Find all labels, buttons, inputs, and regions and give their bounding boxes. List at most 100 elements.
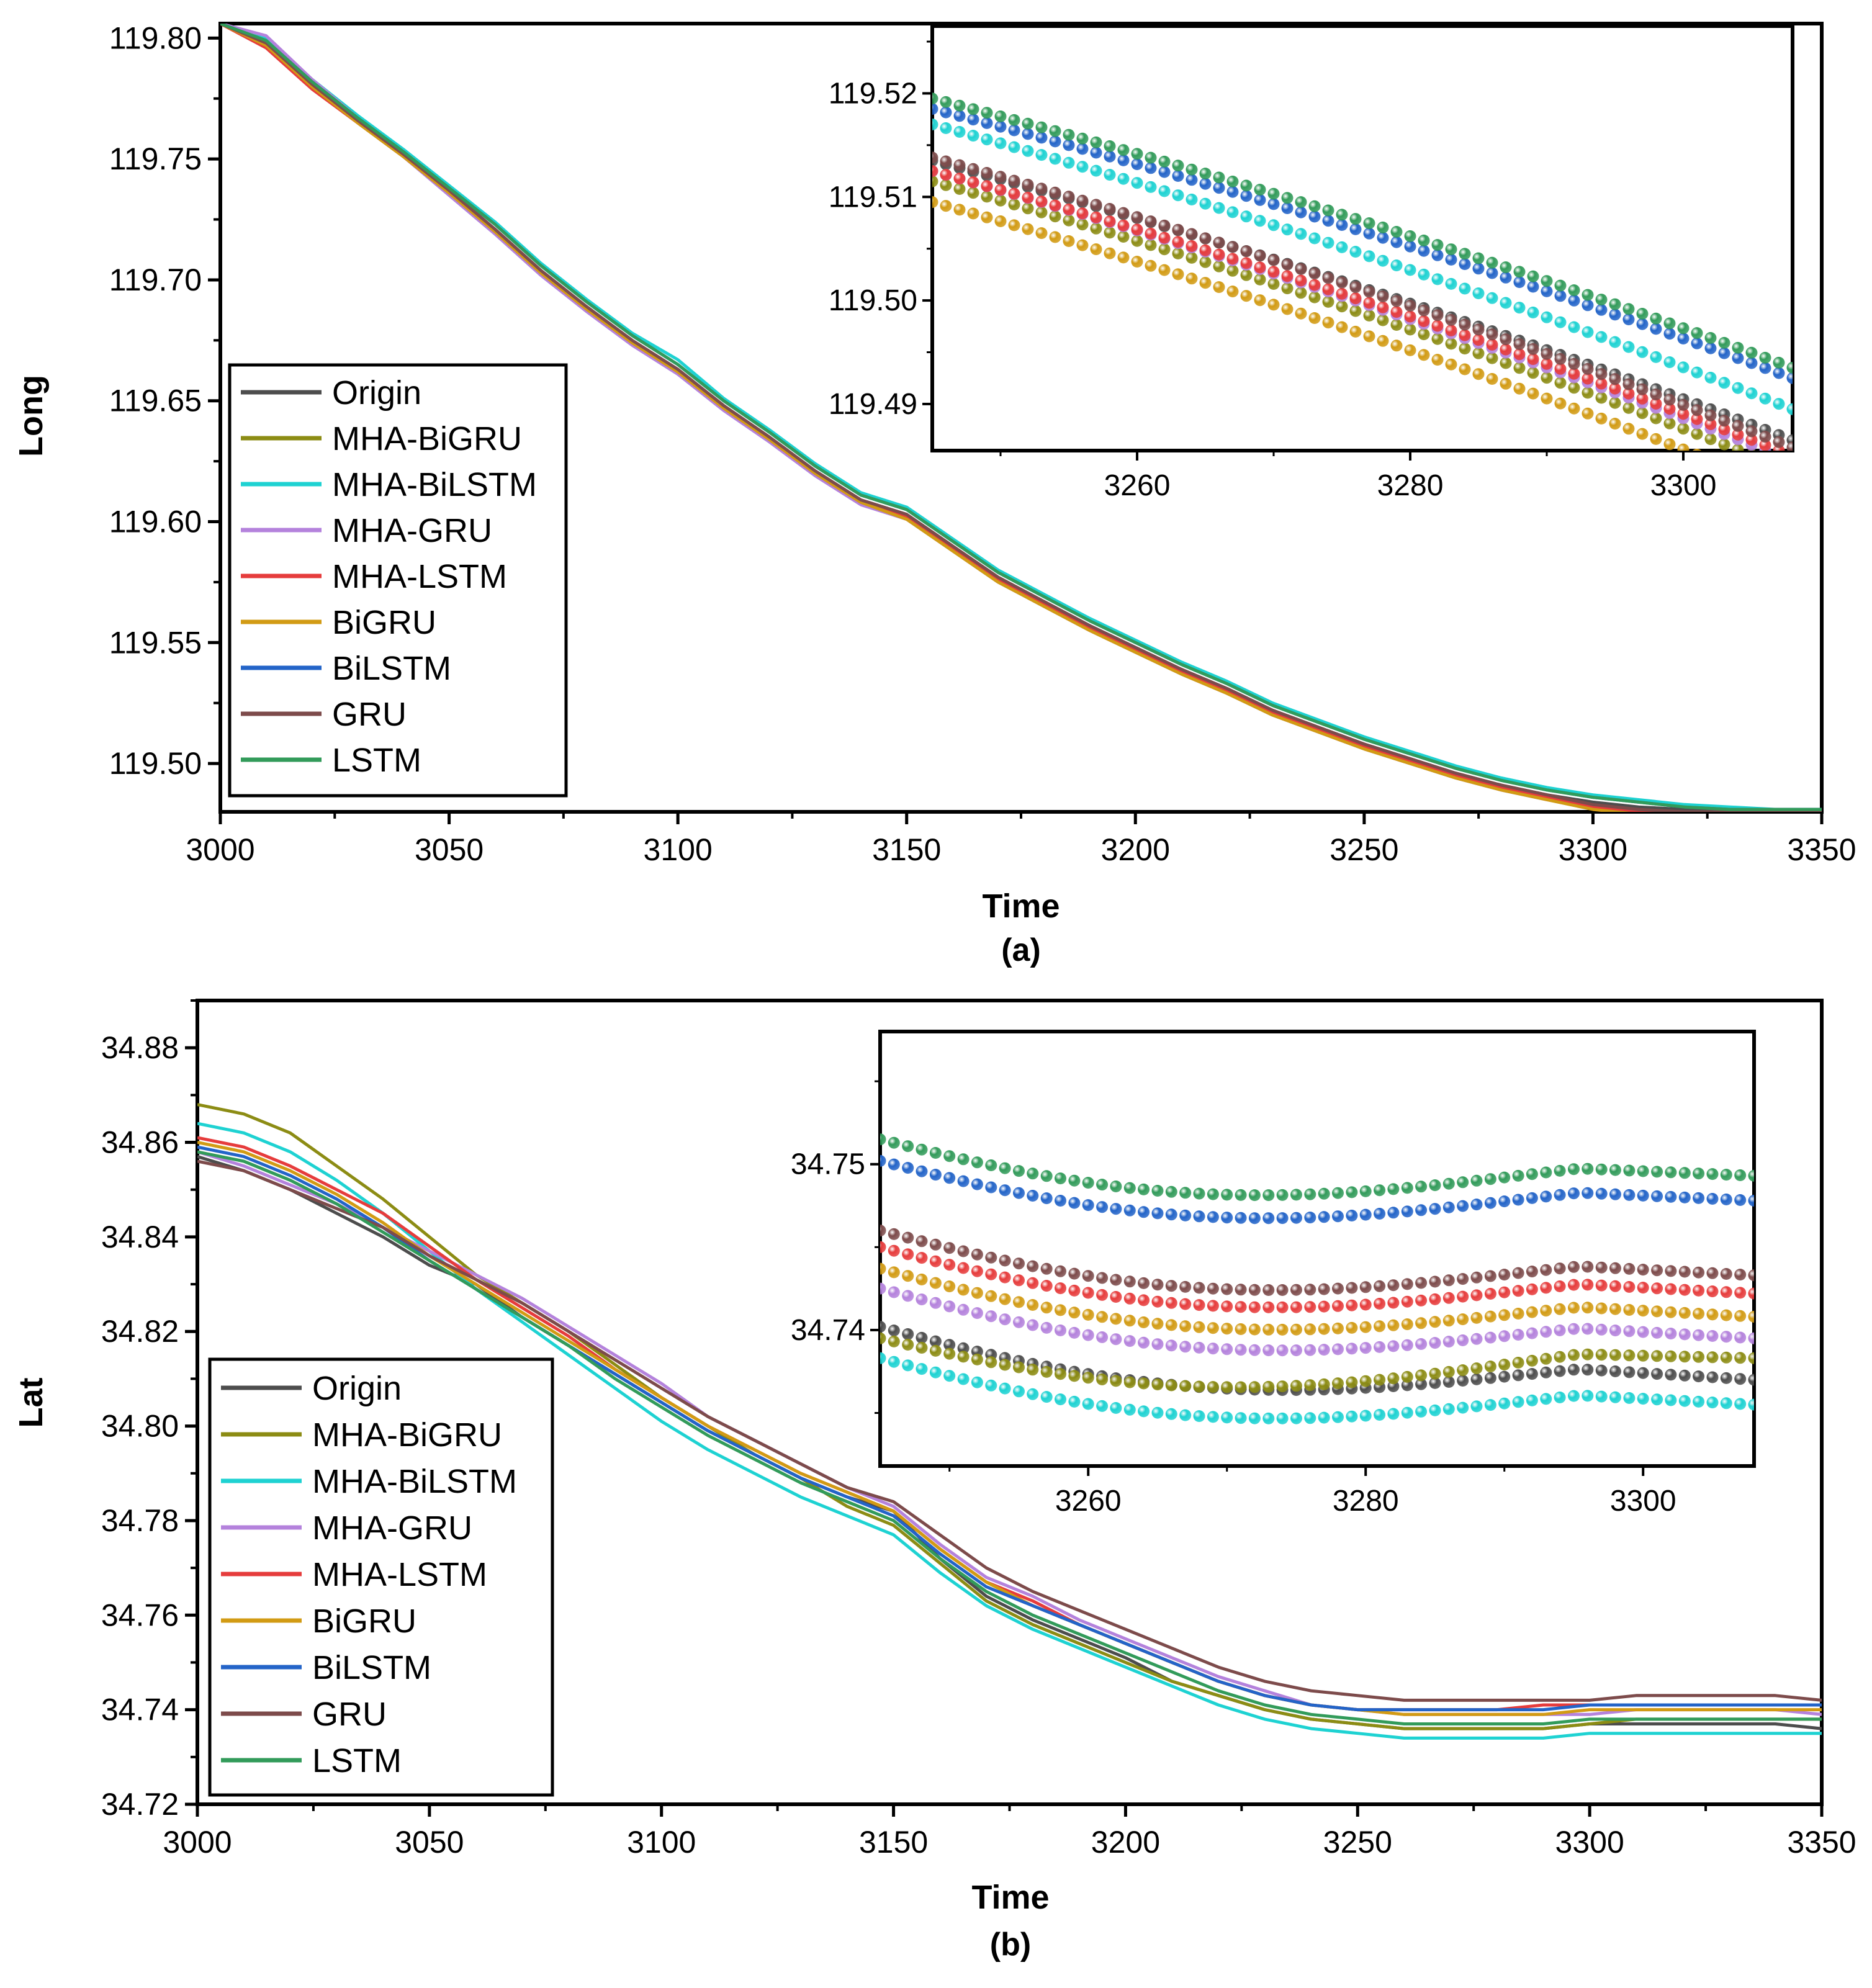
- inset-marker: [1651, 1190, 1663, 1202]
- inset-marker: [1401, 1278, 1413, 1290]
- inset-marker: [1390, 319, 1403, 331]
- inset-marker: [1359, 1298, 1372, 1311]
- inset-marker: [1008, 141, 1020, 153]
- inset-marker: [1540, 1352, 1552, 1365]
- inset-marker: [1172, 268, 1184, 281]
- panel-a: 3000 3050 3100 3150 3200 3250 3300 3350 119.50 11…: [12, 20, 1856, 968]
- inset-marker: [1677, 322, 1690, 335]
- legend-label-lstm: LSTM: [312, 1742, 402, 1779]
- inset-marker: [1554, 377, 1567, 389]
- inset-marker: [1568, 1349, 1580, 1361]
- inset-marker: [1276, 1412, 1289, 1424]
- inset-marker: [1276, 1380, 1289, 1393]
- inset-marker: [1295, 228, 1307, 240]
- inset-marker: [1387, 1340, 1400, 1352]
- inset-marker: [1390, 259, 1403, 272]
- inset-marker: [1035, 196, 1048, 208]
- inset-marker: [1418, 328, 1430, 341]
- inset-marker: [1706, 1193, 1719, 1205]
- inset-marker: [1027, 1190, 1039, 1202]
- inset-marker: [1179, 1409, 1192, 1421]
- inset-marker: [1415, 1378, 1428, 1390]
- inset-marker: [1145, 181, 1157, 193]
- inset-marker: [1442, 1177, 1455, 1190]
- inset-marker: [1609, 373, 1621, 385]
- inset-marker: [1374, 1298, 1386, 1310]
- inset-marker: [1090, 222, 1102, 235]
- inset-marker: [1040, 1391, 1053, 1403]
- inset-marker: [1622, 303, 1635, 315]
- inset-marker: [1104, 140, 1116, 152]
- inset-marker: [1240, 269, 1253, 281]
- inset-marker: [1387, 1372, 1400, 1385]
- inset-marker: [999, 1184, 1011, 1197]
- inset-marker: [916, 1342, 928, 1354]
- inset-marker: [1442, 1292, 1455, 1304]
- inset-marker: [1138, 1405, 1150, 1418]
- inset-marker: [1636, 308, 1649, 320]
- legend-label-mha-bigru: MHA-BiGRU: [332, 420, 522, 457]
- inset-marker: [1110, 1203, 1122, 1215]
- inset-marker: [1318, 1283, 1330, 1295]
- inset-marker: [1262, 1301, 1275, 1313]
- x-axis-label: Time: [971, 1879, 1049, 1916]
- inset-marker: [1665, 1166, 1677, 1179]
- inset-marker: [1304, 1323, 1316, 1336]
- inset-marker: [1035, 132, 1048, 144]
- inset-marker: [1445, 243, 1457, 256]
- inset-marker: [1704, 409, 1717, 421]
- inset-marker: [1595, 1323, 1608, 1336]
- inset-marker: [1349, 246, 1362, 258]
- inset-marker: [1390, 306, 1403, 318]
- inset-marker: [1484, 1173, 1496, 1185]
- inset-marker: [1308, 291, 1321, 304]
- inset-marker: [1374, 1320, 1386, 1333]
- inset-marker: [1096, 1331, 1109, 1343]
- inset-marker: [1470, 1199, 1483, 1211]
- inset-marker: [1404, 264, 1416, 276]
- inset-marker: [1609, 1262, 1621, 1274]
- inset-marker: [1145, 215, 1157, 228]
- inset-marker: [916, 1235, 928, 1248]
- inset-marker: [880, 1225, 886, 1237]
- inset-marker: [1459, 318, 1471, 331]
- inset-marker: [1110, 1402, 1122, 1414]
- inset-marker: [1068, 1307, 1081, 1319]
- inset-marker: [1445, 338, 1457, 350]
- inset-marker: [1582, 1390, 1594, 1402]
- inset-marker: [1336, 241, 1348, 253]
- inset-marker: [1096, 1289, 1109, 1301]
- inset-marker: [1665, 1283, 1677, 1295]
- inset-marker: [971, 1178, 983, 1190]
- inset-marker: [1457, 1334, 1469, 1346]
- inset-marker: [880, 1352, 886, 1364]
- inset-marker: [1172, 170, 1184, 182]
- inset-marker: [880, 1262, 886, 1275]
- inset-marker: [1718, 347, 1730, 359]
- inset-marker: [1677, 333, 1690, 344]
- inset-marker: [1390, 236, 1403, 248]
- inset-marker: [1663, 438, 1676, 451]
- inset-marker: [971, 1307, 983, 1320]
- inset-marker: [1691, 404, 1703, 416]
- inset-marker: [916, 1274, 928, 1285]
- inset-marker: [1665, 1265, 1677, 1277]
- inset-marker: [1022, 117, 1034, 130]
- inset-marker: [1678, 1395, 1691, 1407]
- inset-marker: [1027, 1167, 1039, 1180]
- inset-marker: [1295, 307, 1307, 320]
- inset-marker: [985, 1181, 997, 1194]
- inset-marker: [1165, 1185, 1177, 1198]
- inset-marker: [1390, 226, 1403, 238]
- inset-marker: [1486, 292, 1498, 304]
- inset-marker: [1677, 423, 1690, 435]
- inset-marker: [1235, 1381, 1247, 1393]
- inset-marker: [1445, 358, 1457, 371]
- inset-marker: [1151, 1295, 1164, 1308]
- inset-marker: [957, 1262, 970, 1274]
- inset-marker: [1221, 1411, 1233, 1424]
- inset-marker: [902, 1140, 914, 1153]
- series-lines: [220, 24, 1822, 812]
- inset-series-mha-bigru: [932, 175, 1756, 451]
- inset-marker: [1554, 1351, 1566, 1363]
